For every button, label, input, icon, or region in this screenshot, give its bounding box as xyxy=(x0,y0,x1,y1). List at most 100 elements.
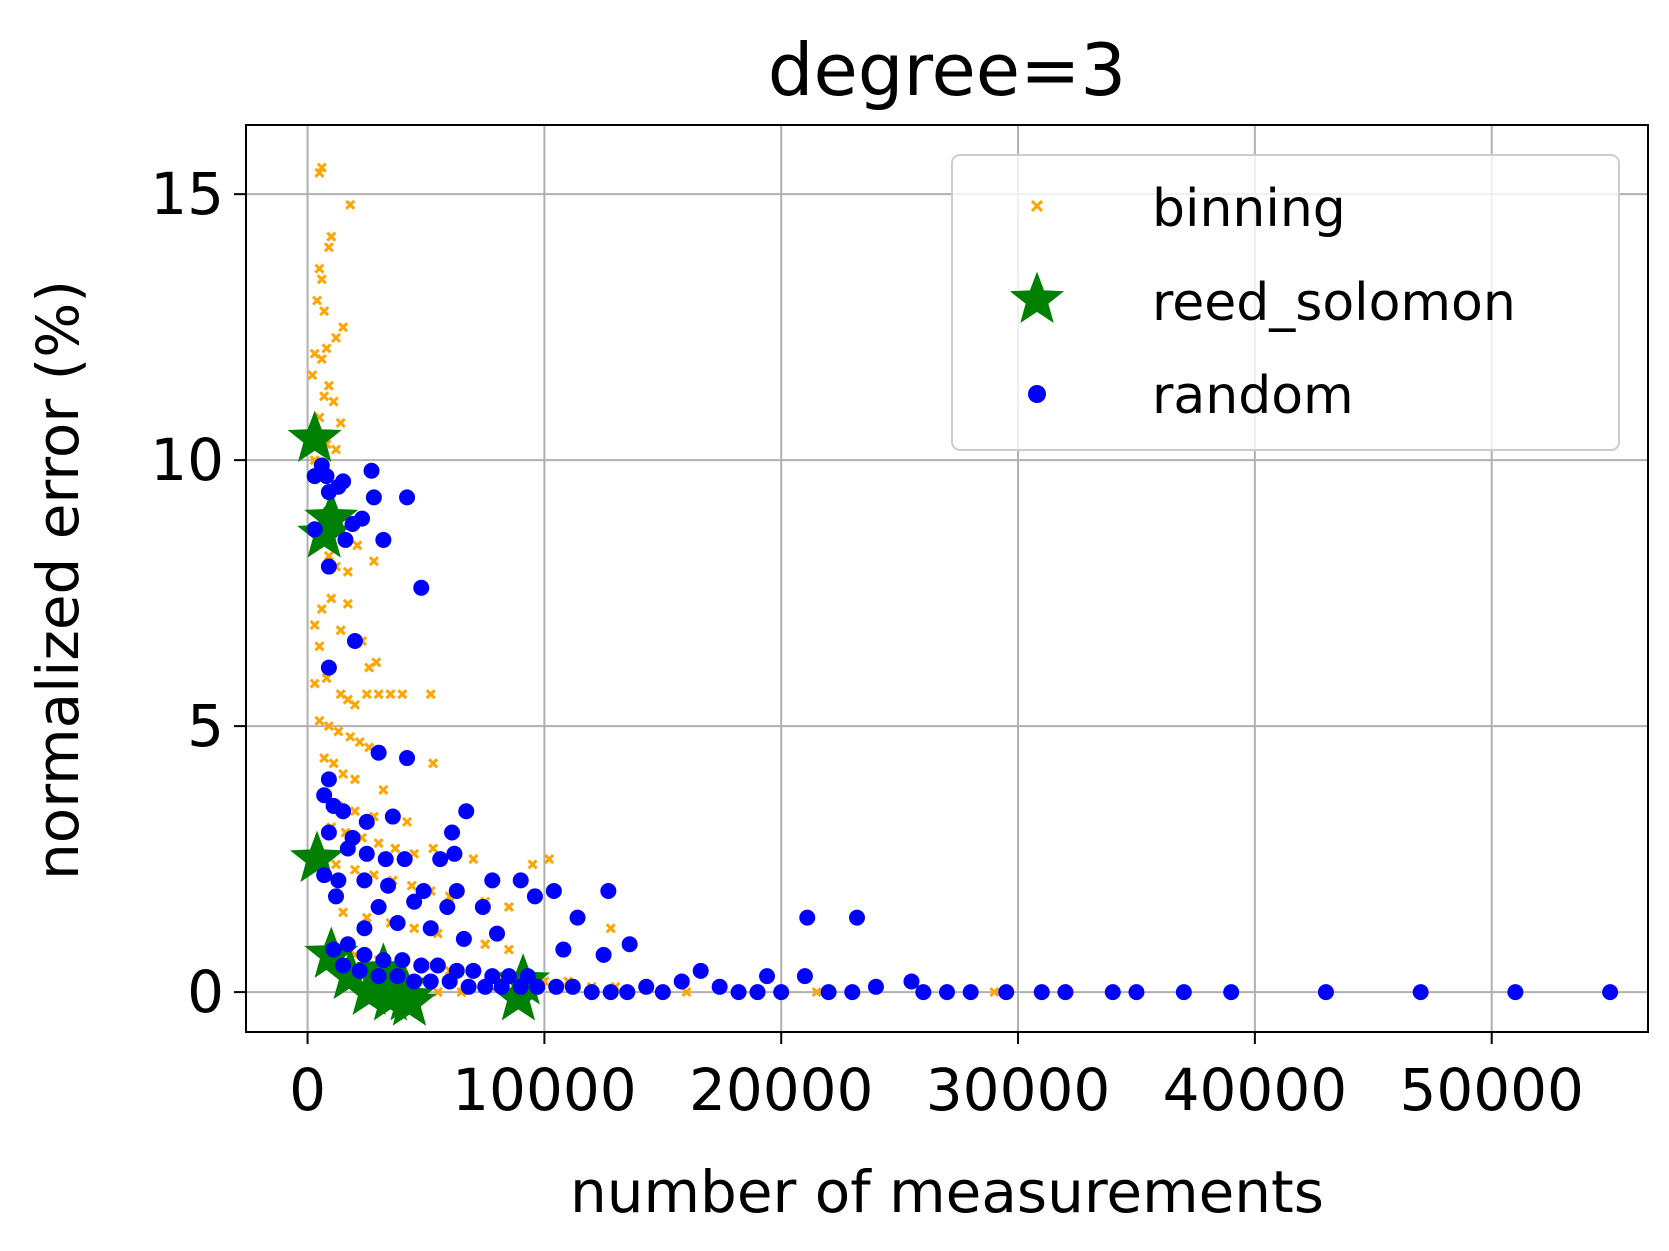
point-binning xyxy=(385,689,396,700)
point-binning xyxy=(321,343,332,354)
point-binning xyxy=(338,907,349,918)
point-random xyxy=(619,984,636,1001)
point-reed-solomon xyxy=(287,410,342,462)
point-random xyxy=(529,978,546,995)
point-random xyxy=(820,984,837,1001)
point-random xyxy=(465,962,482,979)
point-binning xyxy=(989,987,1000,998)
point-binning xyxy=(316,354,327,365)
point-random xyxy=(320,824,337,841)
x-tick-label: 50000 xyxy=(1399,1056,1584,1124)
point-random xyxy=(370,744,387,761)
point-binning xyxy=(480,939,491,950)
point-random xyxy=(903,973,920,990)
point-random xyxy=(512,978,529,995)
point-binning xyxy=(605,923,616,934)
point-binning xyxy=(544,854,555,865)
point-binning xyxy=(390,843,401,854)
point-random xyxy=(370,968,387,985)
legend-label-binning: binning xyxy=(1152,179,1346,239)
point-random xyxy=(413,579,430,596)
point-random xyxy=(320,484,337,501)
point-random xyxy=(375,531,392,548)
point-binning xyxy=(373,838,384,849)
point-random xyxy=(351,962,368,979)
point-binning xyxy=(338,768,349,780)
point-random xyxy=(654,984,671,1001)
point-random xyxy=(796,968,813,985)
point-binning xyxy=(314,167,325,178)
legend-symbol xyxy=(1030,199,1044,213)
point-random xyxy=(406,893,423,910)
point-random xyxy=(384,808,401,825)
point-random xyxy=(1175,984,1192,1001)
point-binning xyxy=(503,944,514,955)
x-axis-label: number of measurements xyxy=(570,1158,1324,1226)
point-random xyxy=(512,872,529,889)
point-random xyxy=(749,984,766,1001)
point-random xyxy=(389,914,406,931)
point-random xyxy=(849,909,866,926)
point-random xyxy=(621,936,638,953)
point-binning xyxy=(349,774,360,785)
point-binning xyxy=(328,758,339,769)
point-binning xyxy=(468,854,479,865)
point-binning xyxy=(323,242,334,253)
point-binning xyxy=(425,689,436,700)
point-binning xyxy=(314,715,325,726)
y-tick-label: 15 xyxy=(150,160,224,228)
point-binning xyxy=(319,752,330,764)
plot-frame xyxy=(245,124,1649,1033)
data-points xyxy=(287,162,1619,1026)
point-random xyxy=(375,952,392,969)
point-random xyxy=(1128,984,1145,1001)
point-random xyxy=(673,973,690,990)
point-random xyxy=(399,489,416,506)
point-binning xyxy=(342,598,353,609)
point-random xyxy=(962,984,979,1001)
point-binning xyxy=(323,721,334,732)
point-binning xyxy=(371,657,382,668)
point-random xyxy=(394,952,411,969)
point-binning xyxy=(338,322,349,333)
point-binning xyxy=(333,726,344,737)
legend-symbol xyxy=(1009,271,1065,323)
x-tick-label: 10000 xyxy=(452,1056,637,1124)
point-random xyxy=(356,920,373,937)
point-binning xyxy=(328,396,339,407)
point-random xyxy=(1602,984,1619,1001)
point-random xyxy=(306,468,323,485)
point-random xyxy=(320,771,337,788)
point-binning xyxy=(361,689,372,700)
point-random xyxy=(493,978,510,995)
point-random xyxy=(595,946,612,963)
point-binning xyxy=(349,806,360,817)
point-random xyxy=(526,888,543,905)
point-random xyxy=(998,984,1015,1001)
point-random xyxy=(1412,984,1429,1001)
legend-marker-reed-solomon xyxy=(1009,271,1065,323)
point-random xyxy=(346,633,363,650)
point-random xyxy=(316,787,333,804)
point-binning xyxy=(373,689,384,700)
x-tick-label: 20000 xyxy=(689,1056,874,1124)
point-random xyxy=(460,978,477,995)
point-random xyxy=(484,872,501,889)
point-random xyxy=(330,872,347,889)
point-random xyxy=(711,978,728,995)
point-random xyxy=(316,867,333,884)
point-random xyxy=(844,984,861,1001)
point-random xyxy=(1507,984,1524,1001)
point-random xyxy=(600,883,617,900)
point-random xyxy=(320,558,337,575)
point-random xyxy=(915,984,932,1001)
point-random xyxy=(564,978,581,995)
point-binning xyxy=(428,843,439,854)
point-binning xyxy=(323,380,334,391)
point-binning xyxy=(397,689,408,700)
point-random xyxy=(444,824,461,841)
point-random xyxy=(569,909,586,926)
point-random xyxy=(389,968,406,985)
point-random xyxy=(413,957,430,974)
